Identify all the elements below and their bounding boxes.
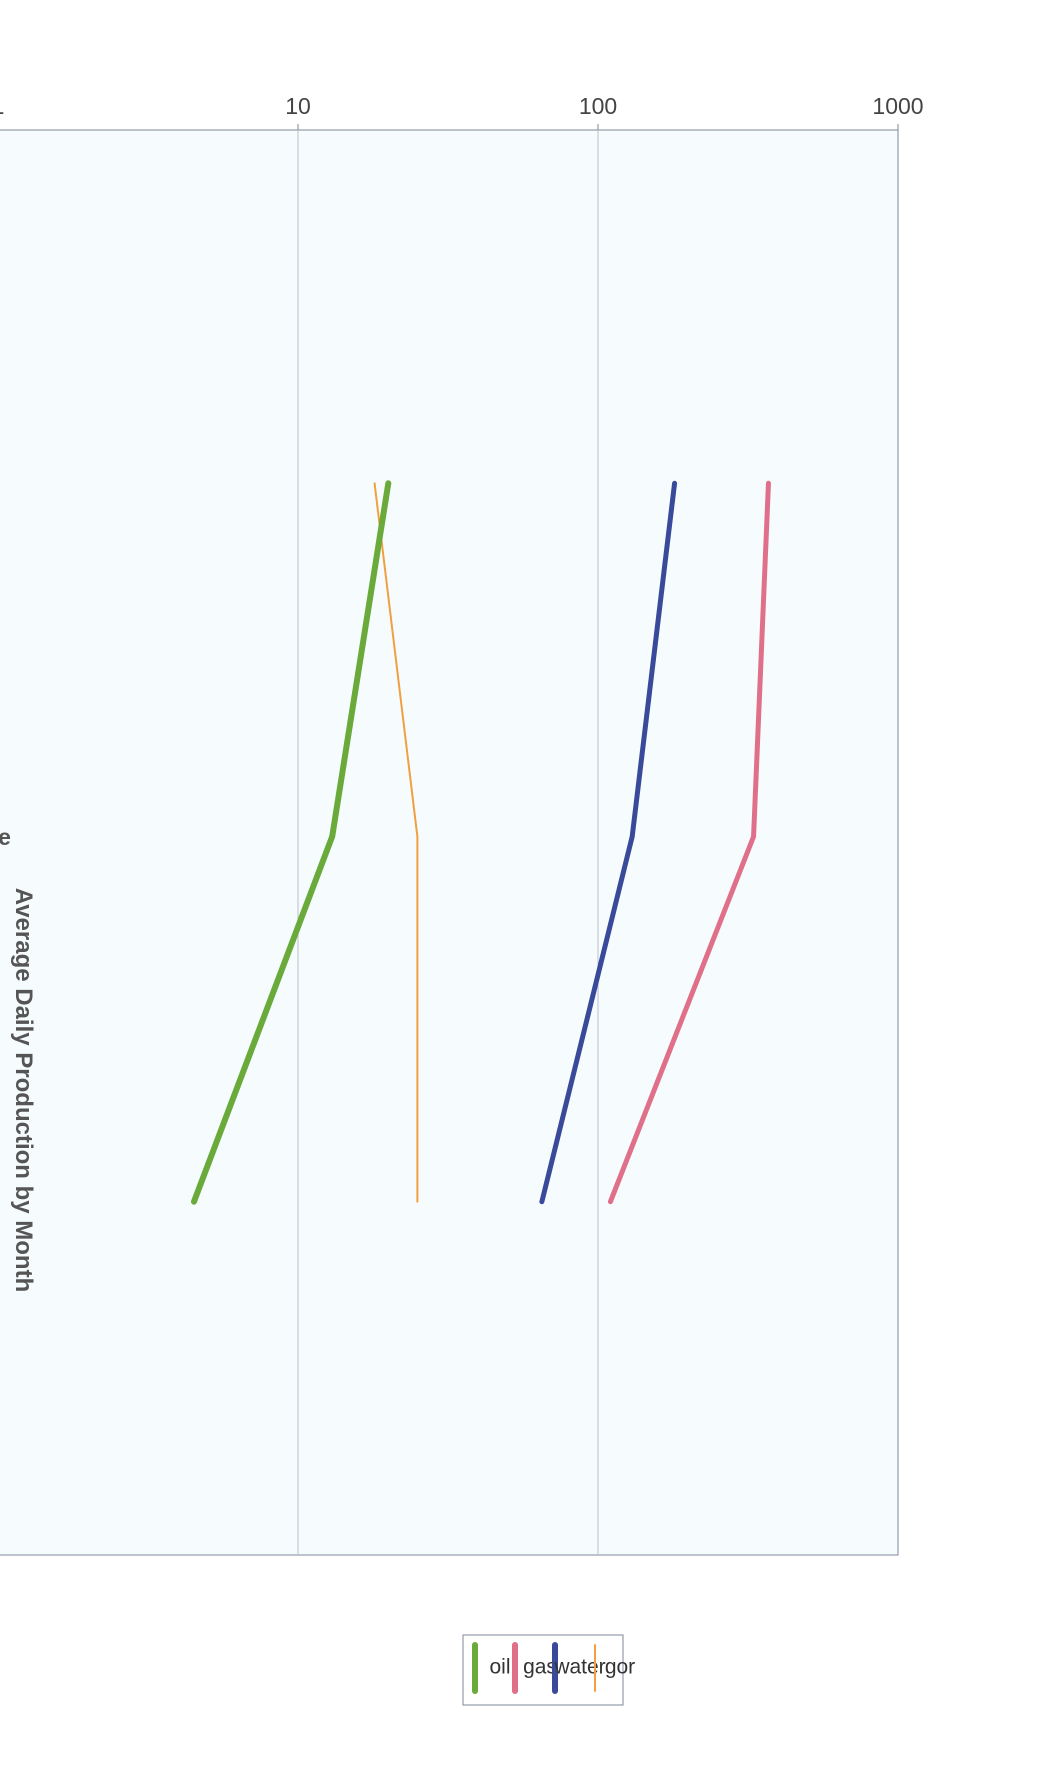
y-tick-labels: 1 10 100 1000 [0,93,924,119]
y-tick-label: 10 [285,93,311,119]
y-tick-label: 1 [0,93,4,119]
legend-box [462,1634,624,1706]
series-line-oil [190,480,392,1205]
y-tick-label: 100 [579,93,617,119]
series-line-water [539,480,678,1205]
y-tick-label: 1000 [872,93,923,119]
chart-title: Average Daily Production by Month [10,888,37,1293]
legend-label-gas: gas [523,1656,557,1679]
series-lines [190,480,771,1205]
series-line-gas [607,480,771,1205]
gridlines [297,124,899,1555]
series-line-gor [373,482,419,1203]
legend-label-gor: gor [605,1656,635,1679]
x-axis-title: Date [0,824,11,850]
legend-label-oil: oil [489,1656,510,1679]
rotated-chart: 1101001000 09/01/0910/01/0910/31/0912/01… [0,93,924,1706]
plot-area [0,129,899,1556]
legend-label-water: water [553,1656,605,1679]
